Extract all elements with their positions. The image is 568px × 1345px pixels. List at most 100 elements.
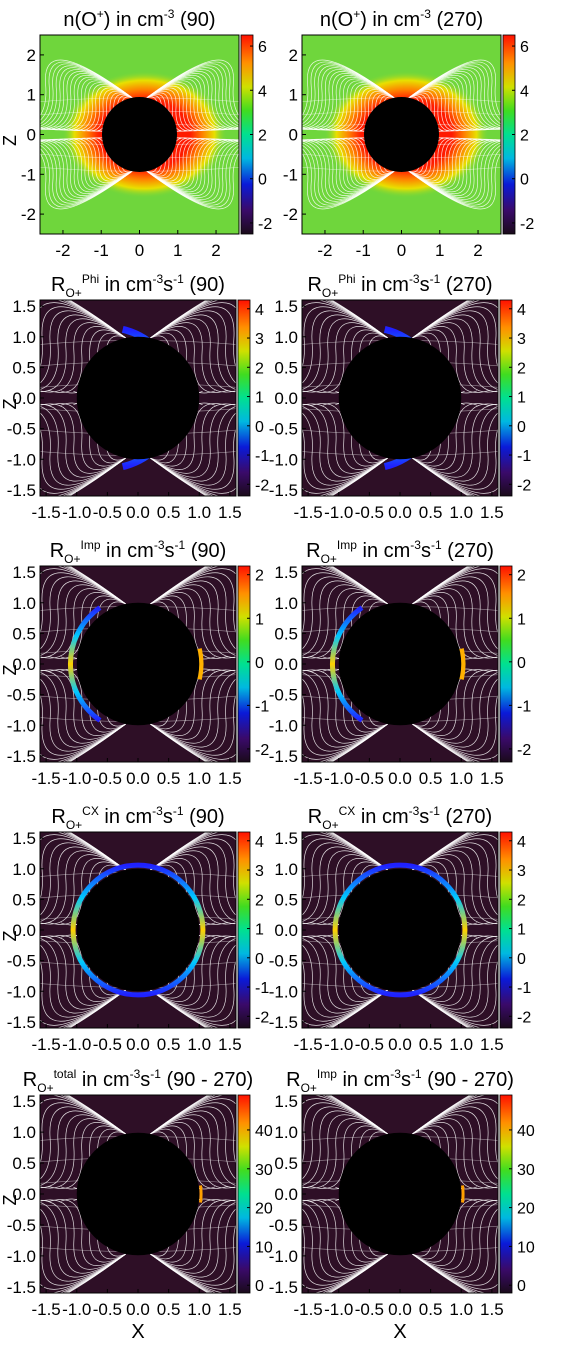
field-line: [302, 148, 395, 208]
field-line: [408, 138, 478, 185]
field-line: [47, 326, 126, 393]
field-line: [150, 846, 236, 922]
y-tick-label: 0.5: [274, 624, 298, 643]
field-line: [150, 302, 236, 339]
panel-title: RO+CX in cm-3s-1 (270): [308, 804, 492, 832]
field-line: [146, 78, 233, 131]
x-tick-label: -1.5: [31, 769, 60, 788]
field-line: [150, 842, 236, 916]
field-line: [302, 1223, 389, 1286]
colorbar-tick-label: 10: [517, 1239, 535, 1256]
field-line: [408, 80, 489, 131]
field-line: [412, 580, 498, 656]
field-line: [75, 87, 133, 132]
field-line: [412, 846, 498, 922]
field-line: [302, 1114, 388, 1189]
colorbar-tick-label: -1: [517, 698, 531, 715]
y-tick-label: 0.0: [12, 1185, 36, 1204]
field-line: [40, 139, 133, 196]
field-line: [342, 89, 395, 132]
field-line: [412, 854, 498, 925]
field-line: [302, 935, 388, 1010]
field-line: [412, 1253, 498, 1293]
title-sup: -1: [173, 804, 184, 818]
colorbar: [499, 565, 513, 763]
field-line: [150, 1118, 236, 1189]
field-line: [302, 672, 388, 748]
field-line: [408, 138, 501, 193]
field-line: [309, 1122, 388, 1189]
field-line: [412, 302, 498, 339]
field-line: [40, 1102, 127, 1165]
field-line: [150, 402, 216, 467]
field-line: [55, 989, 127, 1028]
field-line: [302, 318, 388, 393]
field-line: [150, 318, 236, 393]
field-line: [408, 138, 483, 187]
title-sup: Imp: [337, 538, 357, 552]
field-line: [302, 1095, 389, 1135]
y-tick-label: -2: [21, 205, 36, 224]
field-line: [40, 693, 127, 756]
field-line: [146, 138, 227, 189]
y-tick-label: -1.5: [269, 481, 298, 500]
colorbar-tick-label: 4: [255, 834, 264, 851]
panel-4: 1.51.00.50.0-0.5-1.0-1.5-1.5 -1.0 -0.5 0.0 0…: [7, 538, 270, 788]
colorbar-tick-label: 0: [255, 1278, 264, 1295]
y-axis-label: Z: [0, 135, 20, 146]
field-line: [146, 87, 204, 132]
field-line: [408, 69, 501, 129]
field-line: [150, 723, 215, 762]
colorbar-tick-label: 3: [517, 863, 526, 880]
field-line: [146, 89, 199, 132]
field-line: [40, 1202, 126, 1278]
field-line: [150, 314, 236, 390]
field-line: [40, 938, 126, 1014]
field-line: [150, 457, 221, 496]
field-line: [302, 152, 395, 210]
colorbar-tick-label: 2: [517, 360, 526, 377]
field-line: [146, 85, 210, 131]
field-line: [40, 76, 133, 131]
field-line: [302, 1098, 389, 1135]
x-tick-label: 1.0: [449, 1035, 473, 1054]
y-tick-label: 0.5: [274, 1154, 298, 1173]
title-sup: -1: [173, 272, 184, 286]
field-line: [309, 326, 388, 393]
plot-area: [302, 1095, 498, 1293]
field-line: [408, 61, 501, 121]
field-line: [412, 1199, 498, 1274]
field-line: [146, 84, 216, 131]
field-line: [317, 723, 389, 762]
field-line: [320, 82, 395, 131]
colorbar: [499, 1094, 513, 1294]
field-line: [408, 84, 478, 131]
x-tick-label: 0.5: [419, 1300, 443, 1319]
panel-0: 2 1 0 -1 -2 -2 -1 0 1 2 6 4 2 0 -2 n(O+) in cm-3 (90): [21, 7, 272, 260]
panel-2: 1.51.00.50.0-0.5-1.0-1.5-1.5 -1.0 -0.5 0.0 0…: [7, 272, 270, 522]
field-line: [412, 1118, 498, 1189]
y-axis-label: Z: [0, 1195, 20, 1206]
field-line: [308, 78, 395, 131]
field-line: [150, 669, 236, 740]
field-line: [412, 938, 498, 1014]
field-line: [412, 1106, 498, 1180]
field-line: [150, 1114, 236, 1189]
title-tail: (90): [174, 9, 215, 31]
field-line: [302, 834, 389, 871]
field-line: [408, 74, 501, 130]
x-tick-label: 0.5: [157, 1300, 181, 1319]
field-line: [150, 1223, 236, 1286]
field-line: [40, 1223, 127, 1286]
colorbar: [499, 831, 513, 1029]
panel-title: RO+total in cm-3s-1 (90 - 270): [23, 1067, 253, 1095]
field-line: [150, 1199, 236, 1274]
title-sup: -3: [153, 272, 164, 286]
field-line: [40, 935, 126, 1010]
field-line: [150, 989, 236, 1026]
colorbar-tick-label: 40: [255, 1123, 273, 1140]
field-line: [408, 140, 501, 202]
field-line: [61, 300, 127, 339]
field-line: [314, 80, 395, 131]
title-mid: in cm: [356, 274, 409, 296]
